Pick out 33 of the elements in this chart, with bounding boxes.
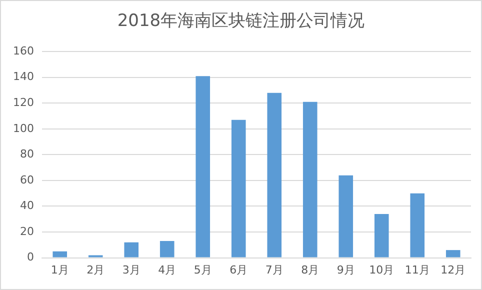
y-tick-label: 160 [12,44,34,58]
x-tick-label: 3月 [122,263,140,276]
bar [374,214,389,258]
x-tick-label: 6月 [230,263,248,276]
x-tick-label: 7月 [265,263,284,276]
y-tick-label: 80 [20,148,34,161]
bar [52,251,68,258]
bar [231,120,246,258]
x-tick-label: 8月 [301,263,320,276]
y-tick-label: 100 [12,122,34,135]
y-tick-label: 60 [20,173,34,186]
x-tick-label: 10月 [369,263,394,276]
bar [160,241,174,258]
x-tick-label: 12月 [440,263,466,276]
y-tick-label: 0 [26,250,34,264]
bar [267,92,282,258]
x-tick-label: 2月 [86,263,105,276]
x-tick-label: 11月 [404,263,430,276]
x-tick-label: 9月 [336,263,355,276]
x-tick-label: 1月 [50,263,69,276]
y-tick-label: 120 [12,96,34,110]
x-tick-label: 5月 [194,263,212,276]
y-tick-label: 20 [20,224,34,238]
x-tick-label: 4月 [158,263,176,276]
chart-title: 2018年海南区块链注册公司情况 [116,10,366,32]
bar [410,193,425,258]
bar [446,250,460,258]
bar [196,76,210,258]
bar [302,102,318,258]
y-tick-label: 140 [12,70,34,84]
bar [338,175,354,258]
bar [124,242,139,258]
y-tick-label: 40 [20,199,34,212]
